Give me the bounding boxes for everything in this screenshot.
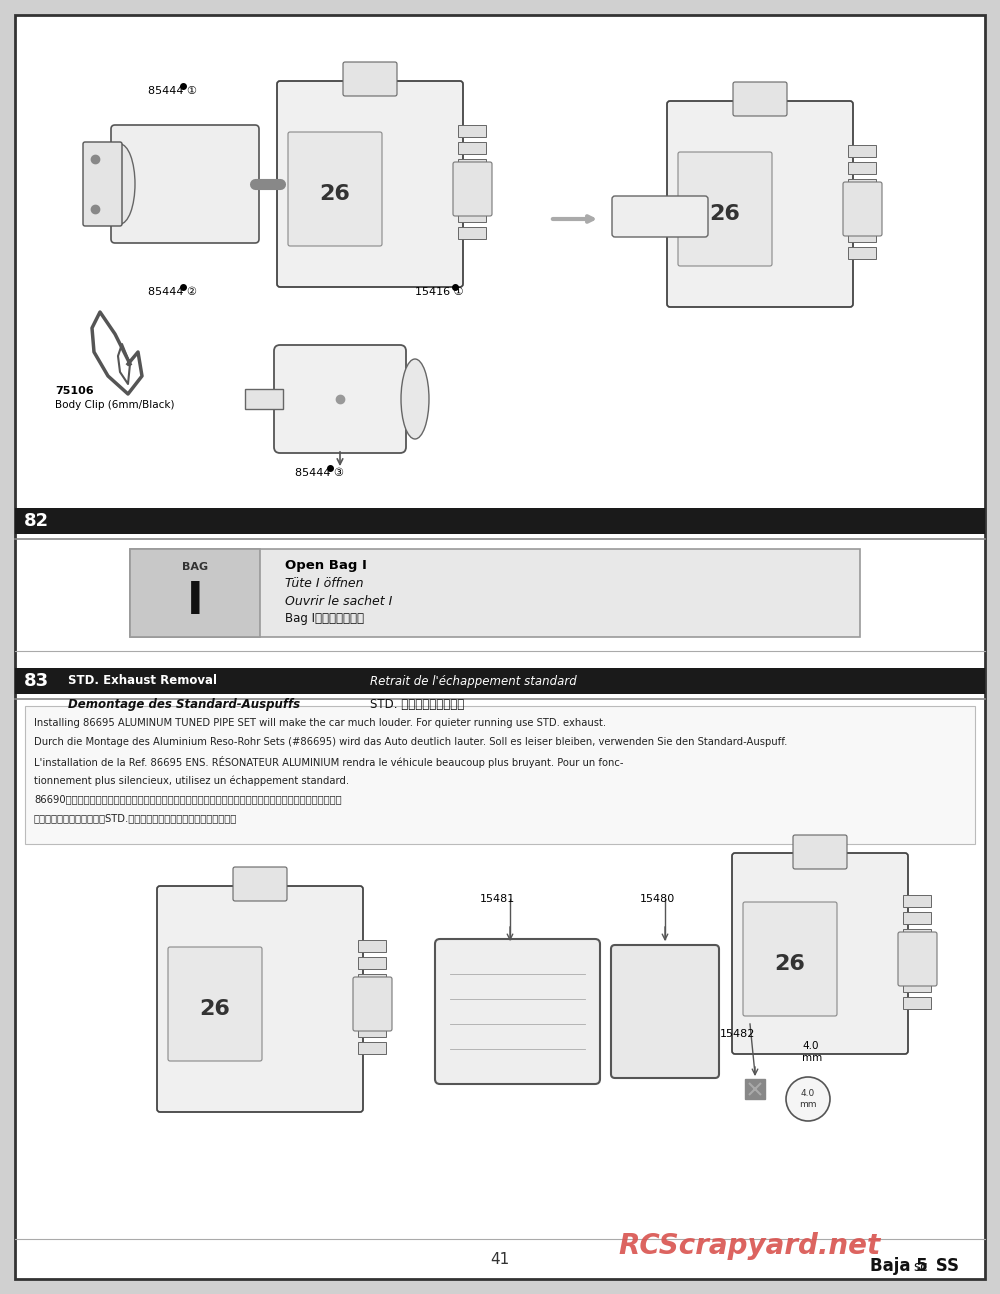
- Text: Demontage des Standard-Auspuffs: Demontage des Standard-Auspuffs: [68, 697, 300, 710]
- FancyBboxPatch shape: [157, 886, 363, 1112]
- FancyBboxPatch shape: [353, 977, 392, 1031]
- Bar: [848, 162, 876, 173]
- Text: RCScrapyard.net: RCScrapyard.net: [619, 1232, 881, 1260]
- Text: Open Bag I: Open Bag I: [285, 559, 367, 572]
- FancyBboxPatch shape: [612, 195, 708, 237]
- Text: 15481: 15481: [480, 894, 515, 905]
- Text: 85444 ①: 85444 ①: [148, 85, 197, 96]
- Bar: [358, 1008, 386, 1020]
- FancyBboxPatch shape: [233, 867, 287, 901]
- Text: 26: 26: [320, 184, 350, 204]
- Bar: [903, 929, 931, 941]
- Text: Body Clip (6mm/Black): Body Clip (6mm/Black): [55, 400, 175, 410]
- Bar: [848, 247, 876, 259]
- Text: Bag Iを開封します。: Bag Iを開封します。: [285, 612, 364, 625]
- Text: 26: 26: [775, 954, 805, 974]
- Bar: [458, 126, 486, 137]
- Bar: [358, 1042, 386, 1055]
- Bar: [15, 509, 985, 534]
- Bar: [848, 230, 876, 242]
- Bar: [458, 159, 486, 171]
- Bar: [358, 939, 386, 952]
- Circle shape: [786, 1077, 830, 1121]
- Bar: [358, 1025, 386, 1036]
- Bar: [903, 946, 931, 958]
- Bar: [903, 895, 931, 907]
- Bar: [358, 958, 386, 969]
- FancyBboxPatch shape: [277, 82, 463, 287]
- FancyBboxPatch shape: [83, 142, 122, 226]
- Text: STD. Exhaust Removal: STD. Exhaust Removal: [68, 674, 217, 687]
- FancyBboxPatch shape: [678, 151, 772, 267]
- Text: 82: 82: [23, 512, 49, 531]
- Text: SS: SS: [930, 1256, 959, 1275]
- Text: sc: sc: [913, 1260, 928, 1275]
- FancyBboxPatch shape: [453, 162, 492, 216]
- FancyBboxPatch shape: [611, 945, 719, 1078]
- Bar: [458, 210, 486, 223]
- Text: 15416 ①: 15416 ①: [415, 287, 464, 298]
- Bar: [245, 389, 283, 409]
- Bar: [358, 974, 386, 986]
- Text: 4.0
mm: 4.0 mm: [799, 1090, 817, 1109]
- Ellipse shape: [105, 144, 135, 224]
- Text: Baja 5: Baja 5: [870, 1256, 928, 1275]
- Text: Tüte I öffnen: Tüte I öffnen: [285, 577, 364, 590]
- Bar: [903, 996, 931, 1009]
- FancyBboxPatch shape: [25, 707, 975, 844]
- FancyBboxPatch shape: [274, 345, 406, 453]
- Text: 15480: 15480: [640, 894, 675, 905]
- Text: 15482: 15482: [720, 1029, 755, 1039]
- FancyBboxPatch shape: [343, 62, 397, 96]
- Bar: [458, 176, 486, 188]
- FancyBboxPatch shape: [435, 939, 600, 1084]
- Text: 86690アルミチューンドマフラーは排気音が大きくなります。走行時は必ず法規に従って走行させましょう。: 86690アルミチューンドマフラーは排気音が大きくなります。走行時は必ず法規に従…: [34, 795, 342, 804]
- Text: 26: 26: [200, 999, 230, 1018]
- FancyBboxPatch shape: [168, 947, 262, 1061]
- Bar: [130, 549, 260, 637]
- Bar: [458, 142, 486, 154]
- Text: I: I: [187, 580, 203, 622]
- Ellipse shape: [401, 358, 429, 439]
- Text: tionnement plus silencieux, utilisez un échappement standard.: tionnement plus silencieux, utilisez un …: [34, 775, 349, 785]
- Bar: [15, 668, 985, 694]
- Bar: [848, 179, 876, 192]
- Bar: [458, 226, 486, 239]
- Text: 排気音を小さくしたい時はSTD.マフラーを使用して走行してください。: 排気音を小さくしたい時はSTD.マフラーを使用して走行してください。: [34, 813, 237, 823]
- Bar: [848, 145, 876, 157]
- FancyBboxPatch shape: [732, 853, 908, 1055]
- Text: 85444 ③: 85444 ③: [295, 468, 344, 477]
- Text: BAG: BAG: [182, 562, 208, 572]
- Bar: [15, 509, 57, 534]
- Text: Ouvrir le sachet I: Ouvrir le sachet I: [285, 595, 392, 608]
- Text: 4.0
mm: 4.0 mm: [802, 1040, 822, 1062]
- FancyBboxPatch shape: [793, 835, 847, 870]
- Bar: [903, 963, 931, 974]
- Bar: [903, 912, 931, 924]
- Text: Durch die Montage des Aluminium Reso-Rohr Sets (#86695) wird das Auto deutlich l: Durch die Montage des Aluminium Reso-Roh…: [34, 738, 787, 747]
- Text: 26: 26: [710, 204, 740, 224]
- FancyBboxPatch shape: [130, 549, 860, 637]
- Text: 75106: 75106: [55, 386, 94, 396]
- FancyBboxPatch shape: [733, 82, 787, 116]
- Bar: [848, 214, 876, 225]
- Text: L'installation de la Ref. 86695 ENS. RÉSONATEUR ALUMINIUM rendra le véhicule bea: L'installation de la Ref. 86695 ENS. RÉS…: [34, 756, 624, 769]
- Bar: [358, 991, 386, 1003]
- Text: 83: 83: [23, 672, 49, 690]
- Text: Installing 86695 ALUMINUM TUNED PIPE SET will make the car much louder. For quie: Installing 86695 ALUMINUM TUNED PIPE SET…: [34, 718, 606, 729]
- FancyBboxPatch shape: [111, 126, 259, 243]
- FancyBboxPatch shape: [667, 101, 853, 307]
- FancyBboxPatch shape: [898, 932, 937, 986]
- FancyBboxPatch shape: [15, 16, 985, 1278]
- Text: STD. マフラーの取り外し: STD. マフラーの取り外し: [370, 697, 464, 710]
- FancyBboxPatch shape: [843, 182, 882, 236]
- Text: 41: 41: [490, 1251, 510, 1267]
- Text: Retrait de l'échappement standard: Retrait de l'échappement standard: [370, 674, 577, 687]
- Bar: [458, 193, 486, 204]
- Bar: [848, 195, 876, 208]
- FancyBboxPatch shape: [743, 902, 837, 1016]
- Bar: [903, 980, 931, 992]
- Text: 85444 ②: 85444 ②: [148, 287, 197, 298]
- FancyBboxPatch shape: [288, 132, 382, 246]
